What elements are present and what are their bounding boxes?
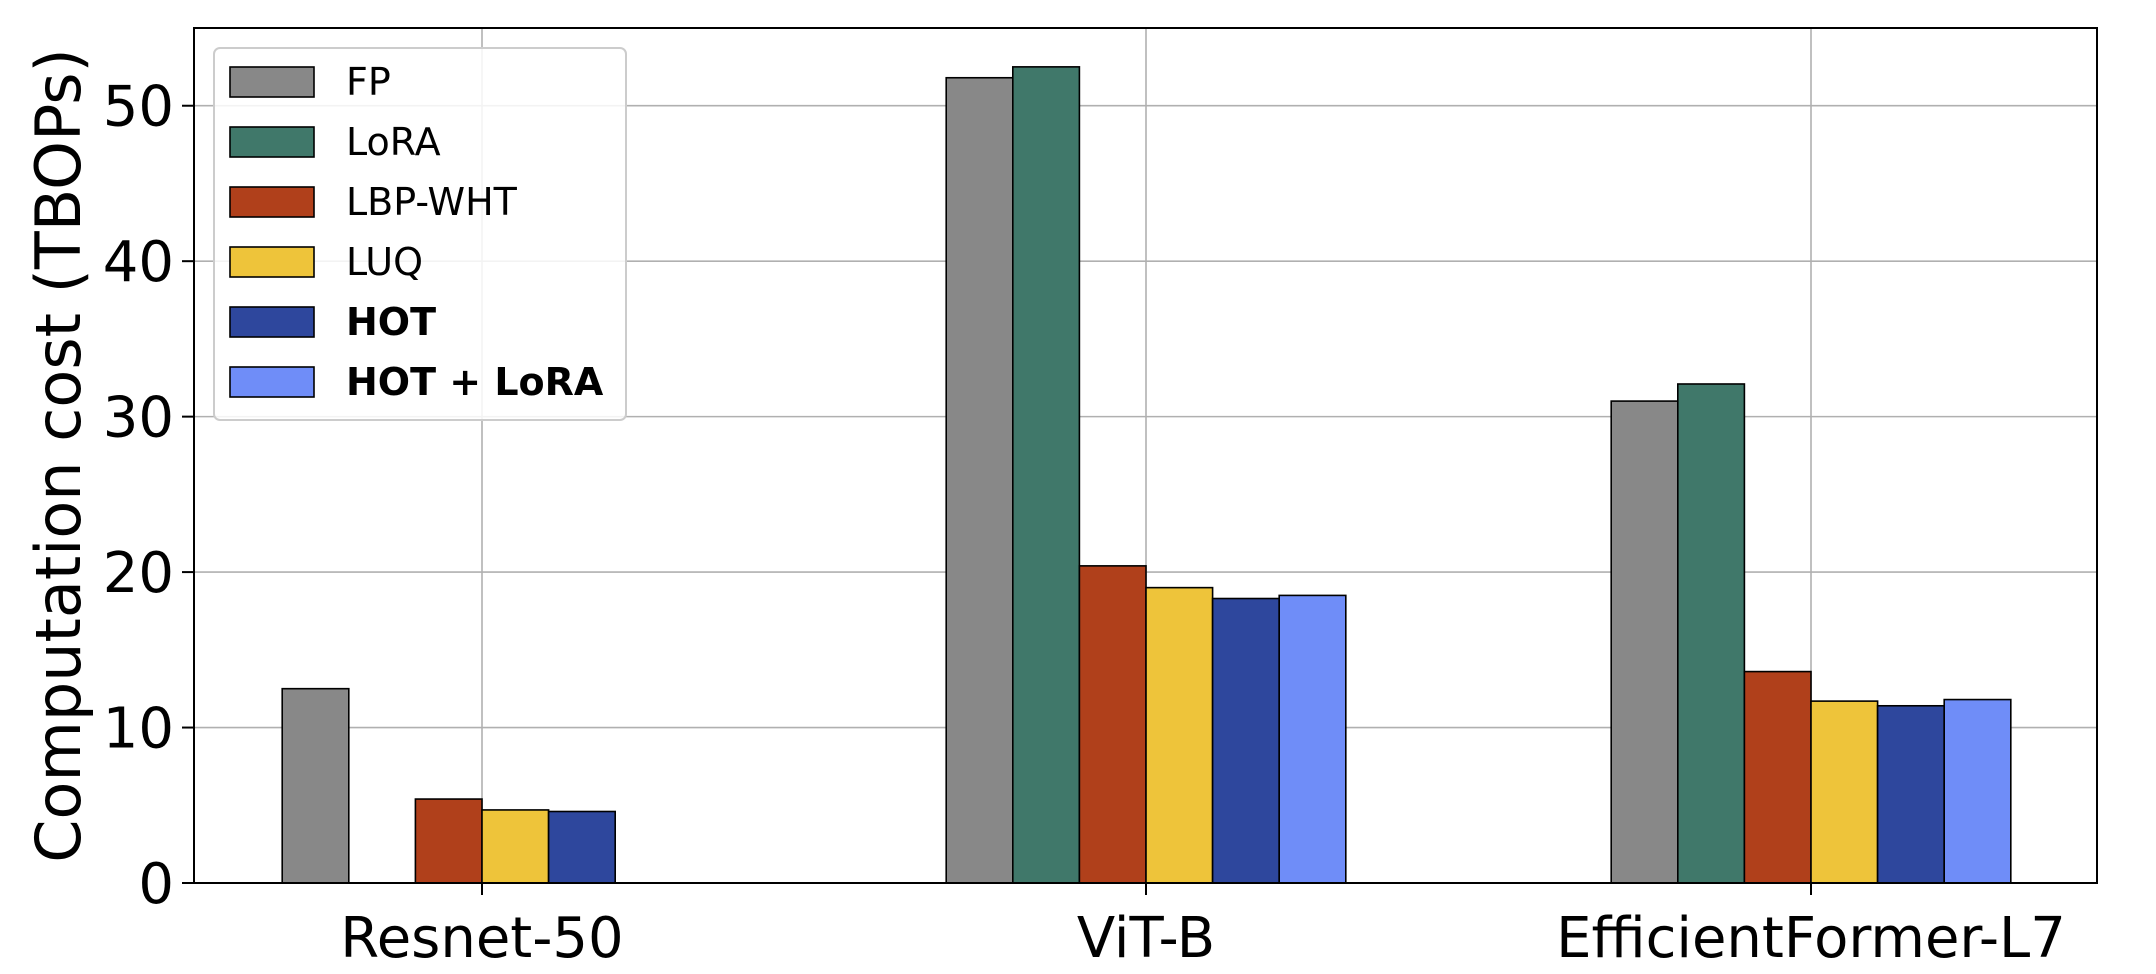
- legend-label-hot-lora: HOT + LoRA: [346, 360, 604, 404]
- bar-luq-vit-b: [1145, 586, 1214, 884]
- legend-label-fp: FP: [346, 60, 391, 104]
- x-tick-label: EfficientFormer-L7: [1556, 906, 2066, 971]
- legend-label-lora: LoRA: [346, 120, 441, 164]
- legend-label-hot: HOT: [346, 300, 436, 344]
- bar-fp-vit-b: [945, 76, 1014, 884]
- bar-luq-efficientformer-l7: [1810, 700, 1879, 884]
- legend-box: [213, 47, 627, 421]
- y-tick-label: 10: [103, 697, 174, 762]
- y-tick-label: 0: [138, 852, 174, 917]
- legend: FP LoRA LBP-WHT LUQ HOT HOT + LoRA: [213, 47, 627, 421]
- y-tick-label: 20: [103, 541, 174, 606]
- bar-hot-lora-vit-b: [1278, 594, 1347, 884]
- y-tick-label: 40: [103, 230, 174, 295]
- y-tick-label: 30: [103, 386, 174, 451]
- bar-fp-resnet-50: [281, 687, 350, 884]
- legend-label-lbp-wht: LBP-WHT: [346, 180, 518, 224]
- y-axis-ticks: 0 10 20 30 40 50: [103, 75, 194, 917]
- legend-swatch-luq: [229, 246, 315, 278]
- bar-hot-vit-b: [1211, 597, 1280, 884]
- bar-hot-resnet-50: [547, 810, 616, 884]
- x-tick-label: Resnet-50: [340, 906, 623, 971]
- legend-swatch-hot: [229, 306, 315, 338]
- legend-swatch-lbp-wht: [229, 186, 315, 218]
- bar-lbp-wht-efficientformer-l7: [1743, 670, 1812, 884]
- y-tick-label: 50: [103, 75, 174, 140]
- bar-lbp-wht-resnet-50: [414, 798, 483, 884]
- x-axis-ticks: Resnet-50 ViT-B EfficientFormer-L7: [340, 883, 2066, 971]
- bar-hot-lora-efficientformer-l7: [1943, 698, 2012, 884]
- legend-swatch-fp: [229, 66, 315, 98]
- bar-hot-efficientformer-l7: [1876, 704, 1945, 884]
- bar-luq-resnet-50: [481, 809, 550, 884]
- legend-label-luq: LUQ: [346, 240, 423, 284]
- bar-lbp-wht-vit-b: [1078, 565, 1147, 884]
- x-tick-label: ViT-B: [1077, 906, 1215, 971]
- bars-group: [281, 66, 2012, 884]
- legend-swatch-lora: [229, 126, 315, 158]
- bar-fp-efficientformer-l7: [1610, 400, 1679, 884]
- bar-lora-efficientformer-l7: [1677, 383, 1746, 884]
- bar-lora-vit-b: [1011, 66, 1081, 884]
- legend-swatch-hot-lora: [229, 366, 315, 398]
- y-axis-label: Computation cost (TBOPs): [22, 48, 95, 862]
